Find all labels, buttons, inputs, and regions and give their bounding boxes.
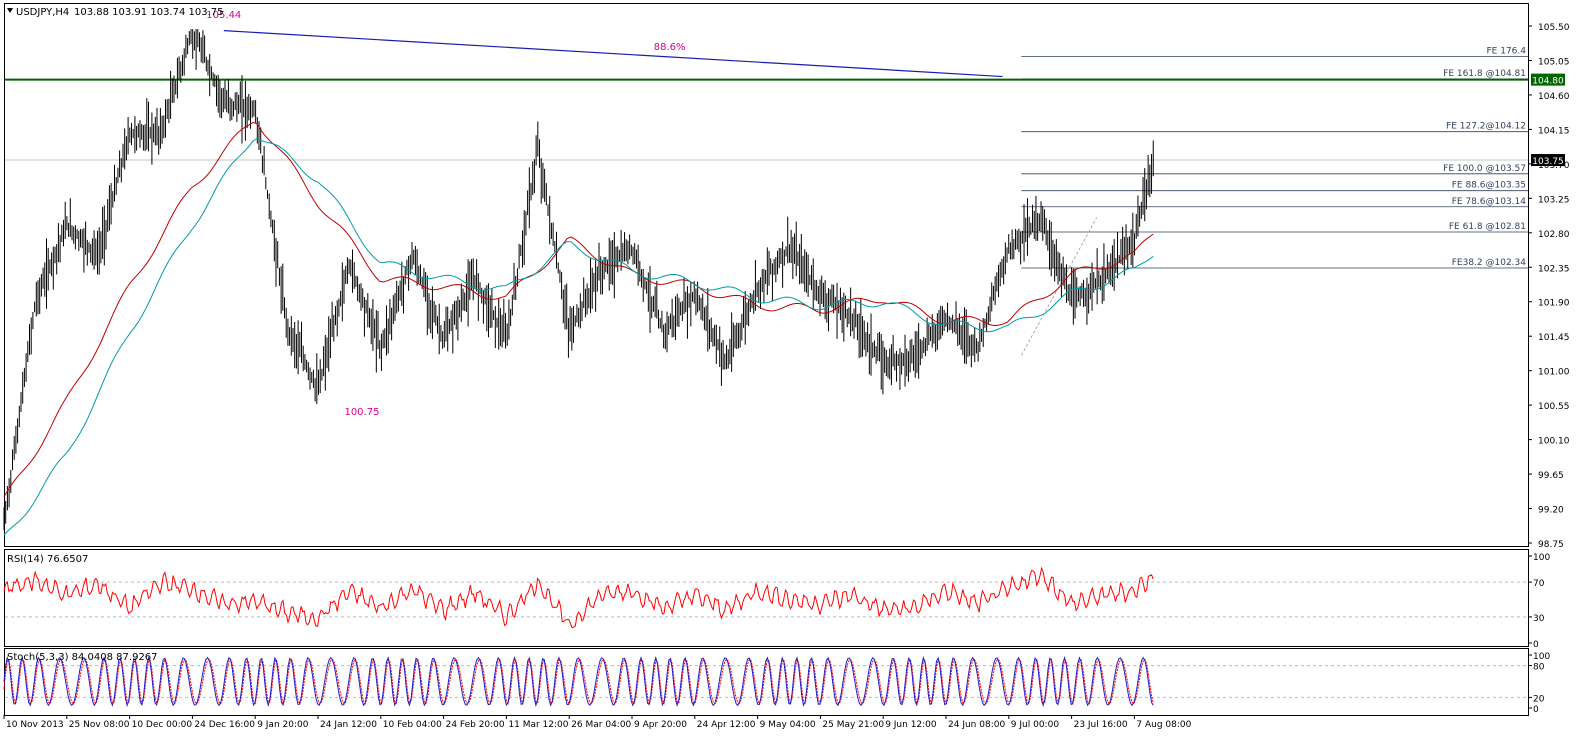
- x-tick-label: 9 Jul 00:00: [1011, 720, 1060, 730]
- price-panel-frame: [4, 3, 1529, 547]
- x-tick-label: 25 Nov 08:00: [69, 720, 130, 730]
- projection-line: [1021, 217, 1098, 356]
- price-tick-label: 105.05: [1538, 57, 1570, 67]
- price-tick-label: 104.60: [1538, 92, 1570, 102]
- annotation-high: 105.44: [206, 10, 241, 21]
- rsi-tick-label: 100: [1533, 553, 1550, 563]
- x-tick-label: 9 May 04:00: [760, 720, 816, 730]
- price-tick-label: 102.80: [1538, 230, 1570, 240]
- price-tick-label: 99.65: [1538, 471, 1564, 481]
- current-price-label: 103.75: [1532, 157, 1564, 167]
- price-tick-label: 103.25: [1538, 195, 1570, 205]
- price-tick-label: 101.90: [1538, 299, 1570, 309]
- stoch-title: Stoch(5,3,3) 84.0408 87.9267: [7, 652, 158, 663]
- price-tick-label: 98.75: [1538, 540, 1564, 550]
- fibo-level-label: FE 88.6@103.35: [1452, 181, 1526, 191]
- price-tick-label: 101.00: [1538, 368, 1570, 378]
- price-tick-label: 102.35: [1538, 264, 1570, 274]
- x-tick-label: 9 Jan 20:00: [257, 720, 309, 730]
- x-tick-label: 23 Jul 16:00: [1074, 720, 1128, 730]
- x-tick-label: 9 Jun 12:00: [885, 720, 937, 730]
- price-tick-label: 104.15: [1538, 126, 1570, 136]
- support-price-box: [1531, 73, 1565, 86]
- support-price-label: 104.80: [1532, 77, 1564, 87]
- x-tick-label: 9 Apr 20:00: [634, 720, 687, 730]
- rsi-panel-frame: [4, 549, 1529, 647]
- price-tick-label: 101.45: [1538, 333, 1570, 343]
- x-tick-label: 10 Nov 2013: [6, 720, 64, 730]
- rsi-tick-label: 0: [1533, 640, 1539, 650]
- x-tick-label: 25 May 21:00: [822, 720, 884, 730]
- stoch-k-line: [3, 655, 1154, 708]
- annotation-low: 100.75: [344, 407, 379, 418]
- moving-average-red-line: [3, 121, 1154, 498]
- trendline: [223, 29, 1003, 78]
- x-tick-label: 7 Aug 08:00: [1136, 720, 1191, 730]
- collapse-triangle-icon[interactable]: [7, 8, 13, 13]
- stoch-d-line: [3, 657, 1154, 706]
- fibo-level-label: FE 161.8 @104.81: [1443, 69, 1526, 79]
- price-tick-label: 99.20: [1538, 506, 1564, 516]
- stoch-tick-label: 20: [1533, 694, 1545, 704]
- fibo-level-label: FE 100.0 @103.57: [1443, 164, 1526, 174]
- symbol-title: USDJPY,H4: [16, 7, 69, 18]
- price-tick-label: 100.10: [1538, 437, 1570, 447]
- x-tick-label: 11 Mar 12:00: [508, 720, 568, 730]
- fibo-level-label: FE 61.8 @102.81: [1449, 222, 1526, 232]
- fibo-level-label: FE 176.4: [1487, 47, 1527, 57]
- price-tick-label: 100.55: [1538, 402, 1570, 412]
- rsi-tick-label: 30: [1533, 614, 1545, 624]
- moving-average-teal-line: [3, 138, 1154, 536]
- rsi-line: [3, 566, 1154, 629]
- x-tick-label: 24 Jun 08:00: [948, 720, 1005, 730]
- rsi-title: RSI(14) 76.6507: [7, 554, 88, 565]
- stoch-tick-label: 100: [1533, 652, 1550, 662]
- fibo-level-label: FE 127.2@104.12: [1446, 122, 1526, 132]
- price-tick-label: 105.50: [1538, 23, 1570, 33]
- x-tick-label: 24 Dec 16:00: [194, 720, 255, 730]
- x-tick-label: 24 Apr 12:00: [697, 720, 756, 730]
- x-tick-label: 26 Mar 04:00: [571, 720, 631, 730]
- rsi-tick-label: 70: [1533, 579, 1545, 589]
- ohlc-header: 103.88 103.91 103.74 103.75: [74, 7, 224, 18]
- current-price-box: [1531, 154, 1565, 167]
- stoch-tick-label: 0: [1533, 705, 1539, 715]
- x-tick-label: 10 Feb 04:00: [383, 720, 442, 730]
- fibo-level-label: FE38.2 @102.34: [1452, 258, 1527, 268]
- x-tick-label: 24 Feb 20:00: [446, 720, 505, 730]
- fibo-level-label: FE 78.6@103.14: [1452, 197, 1527, 207]
- x-tick-label: 24 Jan 12:00: [320, 720, 377, 730]
- annotation-retracement: 88.6%: [654, 42, 686, 53]
- stoch-tick-label: 80: [1533, 663, 1545, 673]
- x-tick-label: 10 Dec 00:00: [132, 720, 193, 730]
